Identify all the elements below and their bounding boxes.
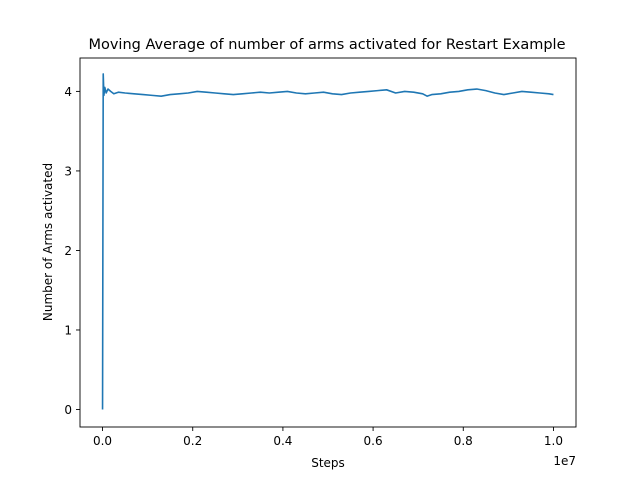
axes-frame [79, 57, 577, 428]
x-axis: 0.0 0.2 0.4 0.6 0.8 1.0 [93, 427, 563, 448]
y-axis-label: Number of Arms activated [41, 163, 55, 321]
x-tick-label: 0.0 [93, 434, 112, 448]
y-tick-label: 0 [64, 403, 72, 417]
plot-area [101, 73, 554, 410]
y-tick-label: 4 [64, 85, 72, 99]
x-tick-label: 0.4 [273, 434, 292, 448]
y-tick-label: 1 [64, 323, 72, 337]
x-axis-label: Steps [311, 456, 345, 470]
y-tick-label: 2 [64, 244, 72, 258]
x-axis-offset-label: 1e7 [553, 454, 576, 468]
x-tick-label: 1.0 [544, 434, 563, 448]
x-tick-label: 0.6 [364, 434, 383, 448]
series-line-0 [101, 73, 554, 410]
y-tick-label: 3 [64, 164, 72, 178]
y-axis: 0 1 2 3 4 [64, 85, 80, 417]
x-tick-label: 0.8 [454, 434, 473, 448]
chart-title: Moving Average of number of arms activat… [88, 37, 565, 53]
x-tick-label: 0.2 [183, 434, 202, 448]
